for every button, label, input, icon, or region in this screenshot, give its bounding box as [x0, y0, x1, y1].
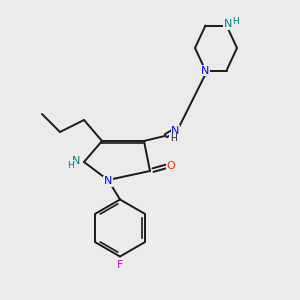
Text: O: O — [167, 160, 176, 171]
Text: H: H — [67, 160, 74, 169]
Text: N: N — [171, 125, 180, 136]
Text: H: H — [232, 16, 239, 26]
Text: F: F — [117, 260, 123, 271]
Text: N: N — [72, 155, 81, 166]
Text: N: N — [104, 176, 112, 187]
Text: N: N — [201, 65, 210, 76]
Text: H: H — [170, 134, 177, 143]
Text: N: N — [224, 19, 232, 29]
